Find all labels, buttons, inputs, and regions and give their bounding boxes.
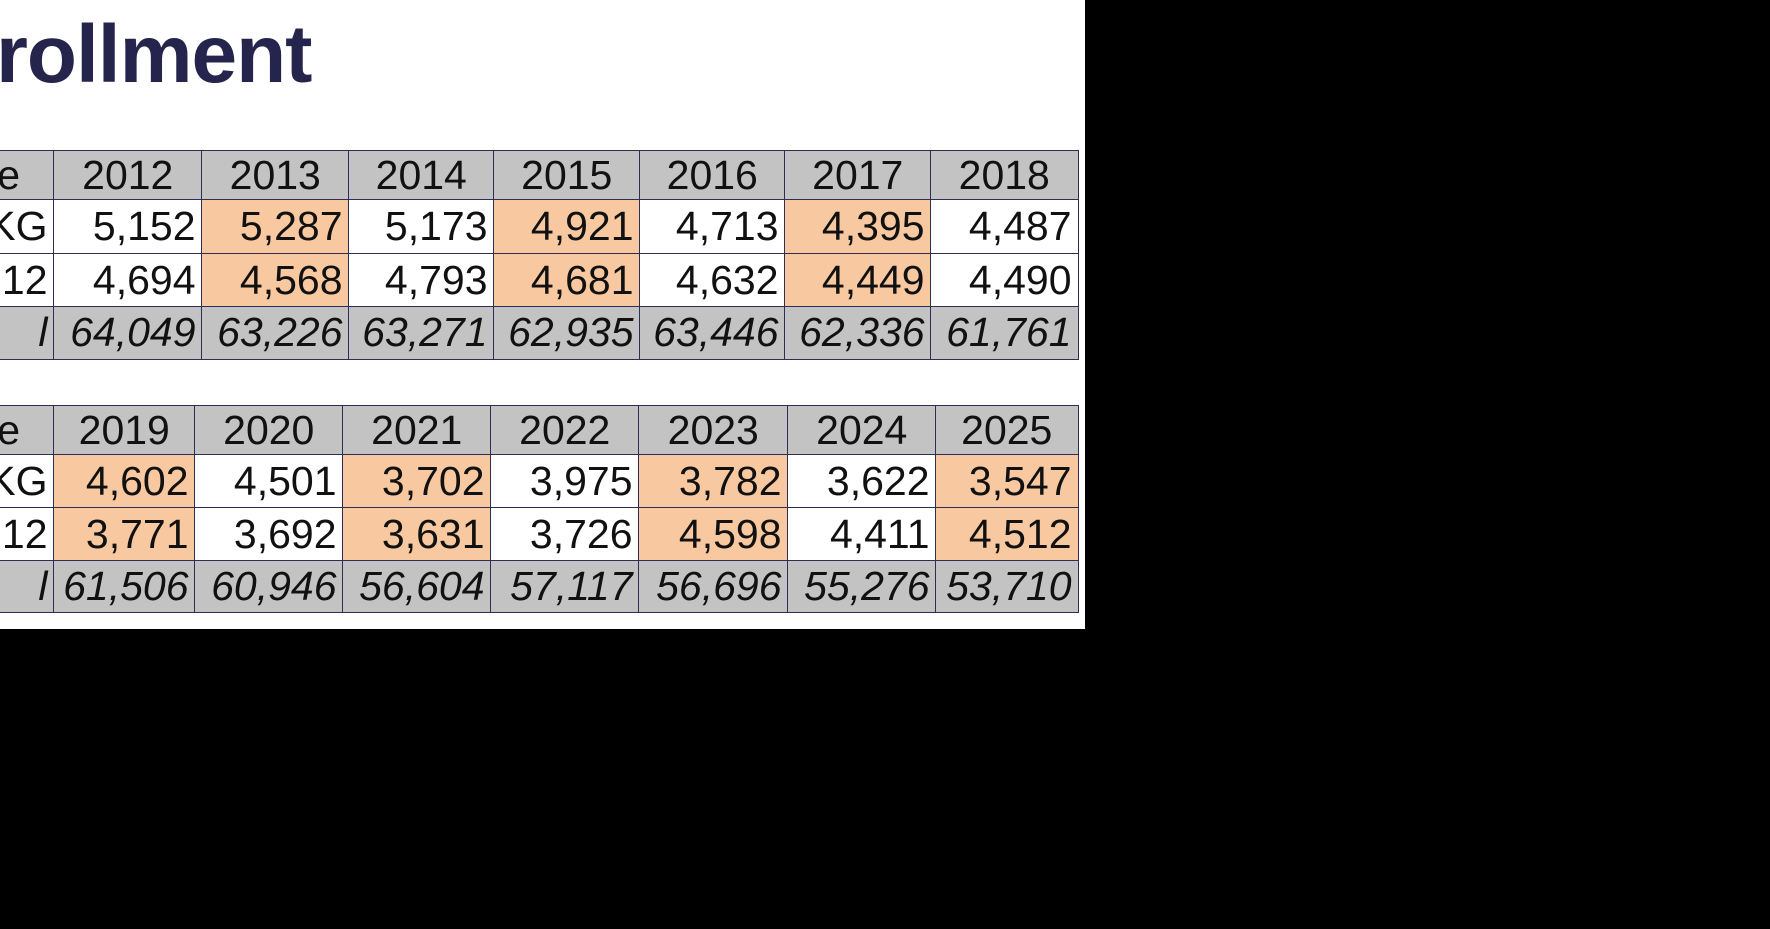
table-cell: 53,710 xyxy=(935,560,1079,613)
table-cell: 63,446 xyxy=(639,306,786,360)
header-cell: 2025 xyxy=(935,405,1079,456)
table-cell: 4,602 xyxy=(53,454,196,509)
header-cell: 2021 xyxy=(342,405,492,456)
table-cell: 55,276 xyxy=(787,560,937,613)
header-cell: 2016 xyxy=(639,150,786,201)
table-cell: 3,692 xyxy=(194,507,344,562)
table-cell: 3,702 xyxy=(342,454,492,509)
table-cell: 4,501 xyxy=(194,454,344,509)
table-cell: 62,935 xyxy=(493,306,641,360)
header-cell: 2013 xyxy=(201,150,350,201)
table-cell: 3,782 xyxy=(638,454,789,509)
table-cell: 4,598 xyxy=(638,507,789,562)
table-cell: 5,287 xyxy=(201,199,350,255)
header-cell: 2023 xyxy=(638,405,789,456)
table-cell: 5,152 xyxy=(53,199,203,255)
header-cell: 2015 xyxy=(493,150,641,201)
table-cell: 64,049 xyxy=(53,306,203,360)
table-cell: 56,696 xyxy=(638,560,789,613)
table-cell: 12 xyxy=(0,507,55,562)
header-cell: 2019 xyxy=(53,405,196,456)
table-cell: 4,681 xyxy=(493,253,641,308)
table-cell: 63,226 xyxy=(201,306,350,360)
table-cell: 57,117 xyxy=(490,560,640,613)
table-cell: 63,271 xyxy=(348,306,495,360)
table-cell: 4,411 xyxy=(787,507,937,562)
table-cell: 4,632 xyxy=(639,253,786,308)
header-cell: 2024 xyxy=(787,405,937,456)
table-cell: 4,490 xyxy=(930,253,1079,308)
table-cell: 3,726 xyxy=(490,507,640,562)
table-cell: 4,793 xyxy=(348,253,495,308)
header-cell: 2022 xyxy=(490,405,640,456)
table-cell: 12 xyxy=(0,253,55,308)
table-cell: 61,506 xyxy=(53,560,196,613)
table-cell: 4,694 xyxy=(53,253,203,308)
table-cell: 4,921 xyxy=(493,199,641,255)
table-cell: 3,771 xyxy=(53,507,196,562)
table-cell: 4,395 xyxy=(784,199,932,255)
table-cell: 4,487 xyxy=(930,199,1079,255)
table-cell: 3,975 xyxy=(490,454,640,509)
table-cell: 3,622 xyxy=(787,454,937,509)
header-cell: 2012 xyxy=(53,150,203,201)
table-cell: 56,604 xyxy=(342,560,492,613)
header-cell: 2018 xyxy=(930,150,1079,201)
table-cell: 62,336 xyxy=(784,306,932,360)
slide-title: rollment xyxy=(0,9,312,100)
table-cell: 60,946 xyxy=(194,560,344,613)
table-cell: 61,761 xyxy=(930,306,1079,360)
table-cell: 4,512 xyxy=(935,507,1079,562)
table-cell: l xyxy=(0,560,55,613)
table-cell: 3,547 xyxy=(935,454,1079,509)
table-cell: l xyxy=(0,306,55,360)
table-cell: KG xyxy=(0,199,55,255)
header-cell: 2017 xyxy=(784,150,932,201)
header-cell: 2014 xyxy=(348,150,495,201)
header-cell: de xyxy=(0,405,55,456)
table-cell: 4,449 xyxy=(784,253,932,308)
header-cell: 2020 xyxy=(194,405,344,456)
slide: rollment de2012201320142015201620172018K… xyxy=(0,0,1085,629)
table-cell: 4,568 xyxy=(201,253,350,308)
table-cell: 4,713 xyxy=(639,199,786,255)
table-cell: KG xyxy=(0,454,55,509)
table-cell: 3,631 xyxy=(342,507,492,562)
header-cell: de xyxy=(0,150,55,201)
table-cell: 5,173 xyxy=(348,199,495,255)
